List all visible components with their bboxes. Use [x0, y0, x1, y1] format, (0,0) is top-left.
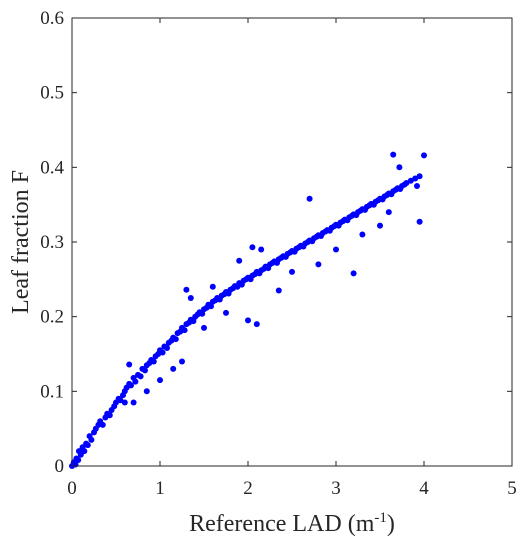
data-point — [377, 222, 383, 229]
y-tick-label: 0.4 — [40, 157, 64, 178]
x-tick-label: 1 — [155, 478, 165, 499]
data-point — [137, 373, 144, 380]
y-axis-title: Leaf fraction F — [8, 170, 34, 314]
data-point — [275, 287, 282, 294]
data-point — [170, 365, 177, 372]
data-point — [126, 361, 133, 368]
data-point — [159, 349, 166, 356]
x-tick-label: 4 — [419, 478, 429, 499]
x-axis-title-close: ) — [387, 511, 395, 537]
data-point — [416, 218, 423, 225]
data-point — [130, 399, 137, 406]
data-point — [183, 286, 190, 293]
data-point — [253, 321, 260, 328]
data-point — [157, 377, 163, 384]
data-point — [421, 152, 427, 159]
plot-frame — [71, 17, 513, 467]
x-tick-label: 0 — [67, 478, 77, 499]
data-point — [199, 310, 206, 317]
x-axis-ticks: 0 1 2 3 4 5 — [67, 18, 517, 499]
data-point — [88, 436, 95, 443]
data-point — [258, 246, 265, 253]
data-point — [289, 268, 295, 275]
data-point — [416, 173, 423, 180]
data-point — [150, 358, 157, 365]
y-tick-label: 0.1 — [40, 381, 64, 402]
data-point — [245, 317, 251, 324]
data-point — [201, 324, 207, 331]
data-point — [75, 457, 82, 463]
data-point — [249, 244, 256, 251]
data-point — [390, 151, 397, 158]
y-tick-label: 0.2 — [40, 307, 64, 328]
data-point — [121, 399, 128, 406]
data-point — [223, 309, 229, 316]
data-point — [315, 261, 322, 268]
data-point — [306, 195, 313, 202]
x-axis-title: Reference LAD (m-1) — [189, 510, 395, 537]
y-tick-label: 0.6 — [40, 8, 64, 29]
data-point — [128, 382, 134, 389]
data-point — [236, 257, 243, 264]
x-axis-title-main: Reference LAD (m — [189, 511, 375, 537]
data-point — [81, 448, 88, 455]
y-tick-label: 0.3 — [40, 232, 64, 253]
x-axis-title-superscript: -1 — [374, 510, 387, 526]
data-point — [359, 231, 366, 238]
x-tick-label: 3 — [331, 478, 341, 499]
data-point — [414, 183, 420, 189]
data-point — [209, 283, 216, 290]
data-point — [407, 177, 414, 184]
data-point — [142, 367, 148, 374]
data-point — [350, 270, 357, 277]
data-point — [143, 388, 150, 395]
data-point — [333, 246, 339, 253]
data-point — [179, 358, 185, 365]
data-point — [187, 295, 194, 301]
data-point — [385, 209, 392, 216]
y-tick-label: 0.5 — [40, 83, 64, 104]
data-point — [208, 303, 214, 310]
data-point — [164, 345, 170, 351]
y-axis-ticks: 0 0.1 0.2 0.3 0.4 0.5 0.6 — [40, 8, 512, 477]
x-tick-label: 2 — [243, 478, 253, 499]
data-point — [106, 412, 113, 419]
data-markers — [69, 151, 427, 469]
data-point — [132, 378, 139, 385]
x-tick-label: 5 — [507, 478, 517, 499]
data-point — [99, 421, 106, 428]
data-point — [172, 336, 179, 343]
y-tick-label: 0 — [55, 456, 65, 477]
data-point — [181, 327, 188, 334]
data-point — [396, 164, 403, 171]
data-point — [84, 442, 91, 449]
